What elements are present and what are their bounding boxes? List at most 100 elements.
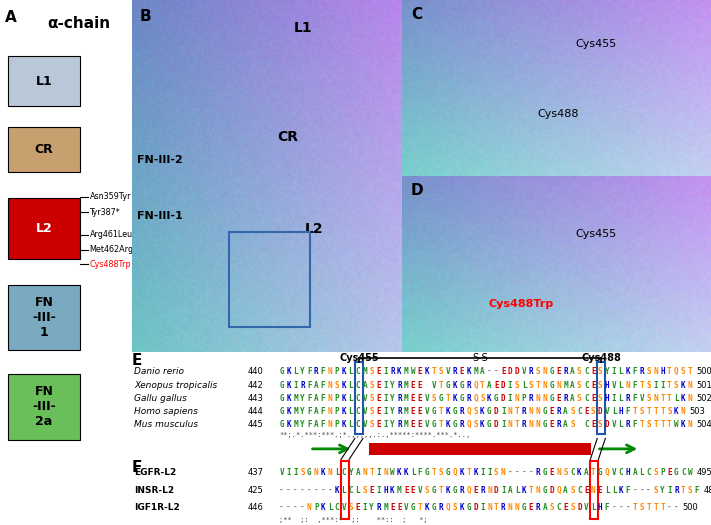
Text: I: I bbox=[660, 381, 665, 390]
Text: C: C bbox=[356, 419, 360, 428]
Text: A: A bbox=[570, 394, 574, 403]
Text: A: A bbox=[570, 367, 574, 376]
Bar bbox=[590, 461, 599, 519]
Text: D: D bbox=[494, 406, 498, 416]
Text: D: D bbox=[501, 394, 506, 403]
Text: -: - bbox=[626, 503, 630, 512]
Text: CR: CR bbox=[35, 143, 53, 156]
Text: T: T bbox=[515, 419, 519, 428]
Text: C: C bbox=[584, 381, 589, 390]
Text: K: K bbox=[424, 503, 429, 512]
Text: N: N bbox=[688, 419, 693, 428]
Text: Y: Y bbox=[300, 394, 305, 403]
Text: I: I bbox=[508, 394, 513, 403]
Text: R: R bbox=[563, 367, 568, 376]
Text: C: C bbox=[348, 486, 353, 495]
Text: K: K bbox=[335, 486, 339, 495]
Text: G: G bbox=[439, 394, 443, 403]
Text: S: S bbox=[646, 394, 651, 403]
Text: S: S bbox=[639, 406, 644, 416]
Text: G: G bbox=[452, 419, 457, 428]
Text: Asn359Tyr: Asn359Tyr bbox=[90, 192, 131, 202]
Text: V: V bbox=[639, 394, 644, 403]
Text: Q: Q bbox=[452, 468, 457, 477]
Text: A: A bbox=[542, 503, 547, 512]
Text: S: S bbox=[474, 406, 478, 416]
FancyBboxPatch shape bbox=[8, 198, 80, 259]
Text: Cys488Trp: Cys488Trp bbox=[90, 259, 131, 269]
Text: E: E bbox=[376, 381, 381, 390]
Text: A: A bbox=[314, 394, 319, 403]
Text: R: R bbox=[556, 419, 561, 428]
Text: G: G bbox=[432, 503, 437, 512]
Text: A: A bbox=[570, 381, 574, 390]
Text: F: F bbox=[626, 486, 630, 495]
Text: N: N bbox=[556, 381, 561, 390]
Text: N: N bbox=[515, 394, 519, 403]
Text: 446: 446 bbox=[247, 503, 264, 512]
Bar bbox=[597, 362, 605, 434]
Text: E: E bbox=[584, 486, 589, 495]
Text: V: V bbox=[363, 406, 367, 416]
Text: V: V bbox=[363, 394, 367, 403]
Text: Cys488: Cys488 bbox=[582, 353, 621, 363]
Text: N: N bbox=[653, 394, 658, 403]
Text: E: E bbox=[550, 406, 554, 416]
Text: N: N bbox=[535, 394, 540, 403]
Text: I: I bbox=[376, 468, 381, 477]
Text: E: E bbox=[494, 381, 498, 390]
Text: I: I bbox=[383, 394, 387, 403]
Text: -: - bbox=[287, 503, 291, 512]
Text: S: S bbox=[674, 381, 678, 390]
Text: N: N bbox=[383, 468, 387, 477]
Text: S: S bbox=[598, 367, 602, 376]
Text: L: L bbox=[356, 486, 360, 495]
Text: L: L bbox=[348, 394, 353, 403]
Text: G: G bbox=[424, 468, 429, 477]
Text: V: V bbox=[611, 381, 616, 390]
Text: N: N bbox=[328, 394, 333, 403]
Text: E: E bbox=[356, 503, 360, 512]
Text: T: T bbox=[439, 406, 443, 416]
Text: T: T bbox=[515, 406, 519, 416]
Text: FN-III-2: FN-III-2 bbox=[137, 155, 183, 165]
Text: C: C bbox=[356, 406, 360, 416]
Text: E: E bbox=[418, 419, 422, 428]
Text: Y: Y bbox=[300, 367, 305, 376]
Text: D: D bbox=[577, 503, 582, 512]
Text: R: R bbox=[556, 406, 561, 416]
Text: G: G bbox=[432, 406, 437, 416]
Text: V: V bbox=[341, 503, 346, 512]
Text: N: N bbox=[542, 367, 547, 376]
Text: Y: Y bbox=[390, 381, 395, 390]
Text: R: R bbox=[459, 406, 464, 416]
Text: 495: 495 bbox=[697, 468, 711, 477]
Text: T: T bbox=[660, 394, 665, 403]
Text: A: A bbox=[314, 381, 319, 390]
Text: K: K bbox=[480, 406, 485, 416]
Text: E: E bbox=[404, 486, 409, 495]
Text: G: G bbox=[542, 468, 547, 477]
Text: R: R bbox=[563, 394, 568, 403]
Text: D: D bbox=[494, 486, 498, 495]
Text: E: E bbox=[411, 419, 415, 428]
Text: -: - bbox=[633, 486, 637, 495]
Text: L: L bbox=[611, 486, 616, 495]
Text: E: E bbox=[376, 367, 381, 376]
Text: -: - bbox=[611, 503, 616, 512]
Bar bbox=[355, 362, 363, 434]
Text: L: L bbox=[619, 394, 624, 403]
Text: C: C bbox=[584, 367, 589, 376]
Text: K: K bbox=[681, 394, 685, 403]
Text: Cys455: Cys455 bbox=[575, 39, 616, 49]
Text: R: R bbox=[528, 394, 533, 403]
Text: S: S bbox=[591, 406, 596, 416]
Text: R: R bbox=[466, 381, 471, 390]
Text: V: V bbox=[611, 419, 616, 428]
Text: N: N bbox=[535, 406, 540, 416]
Text: CR: CR bbox=[277, 130, 299, 144]
Text: R: R bbox=[528, 367, 533, 376]
Text: T: T bbox=[432, 367, 437, 376]
Text: Y: Y bbox=[390, 394, 395, 403]
Text: T: T bbox=[688, 367, 693, 376]
